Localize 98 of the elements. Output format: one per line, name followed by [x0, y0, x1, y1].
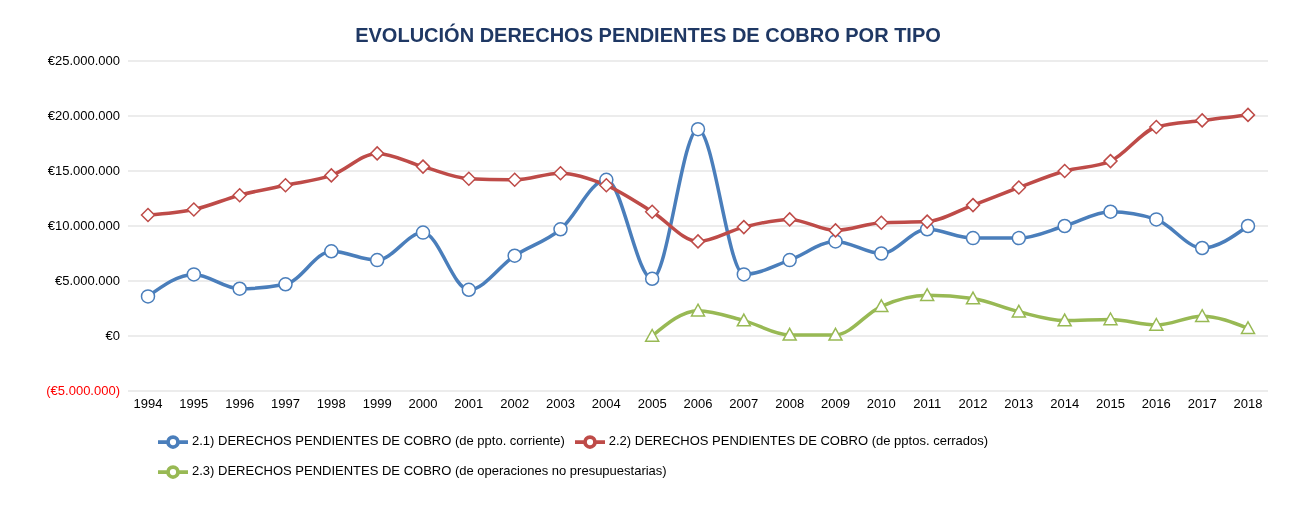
- x-tick-label: 2010: [866, 396, 896, 412]
- point: [919, 214, 935, 229]
- x-tick-label: 1998: [316, 396, 346, 412]
- point: [965, 197, 981, 213]
- point: [919, 288, 935, 302]
- y-tick-label: €15.000.000: [47, 163, 120, 178]
- y-tick-label: €5.000.000: [54, 273, 120, 288]
- x-tick-label: 2017: [1187, 396, 1217, 412]
- point: [828, 327, 843, 341]
- x-tick-label: 2011: [913, 396, 942, 412]
- point: [553, 165, 568, 181]
- x-tick-label: 2018: [1233, 396, 1263, 412]
- point: [874, 246, 889, 261]
- point: [278, 178, 293, 193]
- point: [1194, 113, 1210, 128]
- point: [782, 252, 797, 268]
- x-tick-label: 1997: [271, 396, 300, 412]
- point: [461, 282, 477, 298]
- point: [644, 204, 660, 219]
- point: [965, 230, 981, 246]
- y-tick-label: €0: [105, 328, 120, 343]
- point: [186, 202, 202, 217]
- point: [736, 219, 752, 235]
- point: [1103, 312, 1118, 326]
- x-tick-label: 2016: [1141, 396, 1171, 412]
- point: [828, 234, 843, 249]
- point: [553, 222, 568, 237]
- x-tick-label: 2005: [637, 396, 667, 412]
- x-tick-label: 2006: [683, 396, 713, 412]
- x-tick-label: 2012: [958, 396, 988, 412]
- point: [1057, 163, 1072, 179]
- point: [599, 178, 614, 193]
- x-tick-label: 2001: [454, 396, 484, 412]
- x-tick-label: 1994: [133, 396, 163, 412]
- point: [324, 168, 339, 183]
- point: [1194, 240, 1210, 256]
- point: [1057, 313, 1072, 327]
- x-tick-label: 2007: [729, 396, 759, 412]
- x-tick-label: 2004: [591, 396, 621, 412]
- point: [874, 299, 889, 313]
- point: [874, 215, 889, 230]
- point: [278, 277, 293, 292]
- x-tick-label: 2013: [1004, 396, 1034, 412]
- point: [1011, 304, 1027, 318]
- x-tick-label: 1995: [179, 396, 209, 412]
- point: [782, 327, 797, 341]
- point: [736, 313, 752, 327]
- point: [186, 267, 202, 282]
- point: [324, 244, 339, 259]
- point: [415, 159, 431, 174]
- legend-label: 2.2) DERECHOS PENDIENTES DE COBRO (de pptos. cerrados): [608, 433, 989, 449]
- point: [828, 223, 843, 238]
- x-tick-label: 2014: [1050, 396, 1080, 412]
- point: [1149, 317, 1164, 331]
- x-tick-label: 2008: [775, 396, 805, 412]
- point: [1011, 230, 1027, 246]
- point: [1194, 308, 1210, 323]
- point: [736, 267, 752, 282]
- point: [232, 281, 247, 296]
- x-tick-label: 2000: [408, 396, 438, 412]
- point: [140, 207, 156, 223]
- y-tick-label: €25.000.000: [47, 53, 120, 68]
- point: [507, 248, 522, 263]
- point: [415, 225, 431, 240]
- point: [369, 252, 385, 268]
- point: [1057, 218, 1072, 234]
- x-tick-label: 2002: [500, 396, 530, 412]
- point: [1011, 180, 1027, 195]
- point: [644, 271, 660, 287]
- chart-title: EVOLUCIÓN DERECHOS PENDIENTES DE COBRO POR TIPO: [354, 22, 942, 48]
- x-tick-label: 2003: [546, 396, 575, 412]
- point: [1240, 218, 1256, 234]
- point: [140, 289, 156, 304]
- point: [232, 187, 247, 203]
- y-tick-label: €10.000.000: [47, 218, 120, 233]
- x-tick-label: 2015: [1096, 396, 1125, 412]
- point: [1149, 212, 1164, 227]
- x-tick-label: 2009: [821, 396, 850, 412]
- point: [782, 212, 797, 227]
- point: [1103, 153, 1118, 169]
- point: [507, 172, 522, 188]
- legend-label: 2.1) DERECHOS PENDIENTES DE COBRO (de ppto. corriente): [192, 433, 565, 449]
- point: [1149, 119, 1164, 135]
- point: [965, 291, 981, 305]
- legend-label: 2.3) DERECHOS PENDIENTES DE COBRO (de operaciones no presupuestarias): [192, 463, 667, 479]
- point: [690, 121, 706, 137]
- x-tick-label: 1996: [225, 396, 255, 412]
- point: [690, 303, 706, 317]
- y-tick-label: €20.000.000: [47, 108, 120, 123]
- point: [690, 234, 706, 249]
- y-tick-label: (€5.000.000): [46, 383, 120, 398]
- point: [461, 171, 477, 186]
- point: [1103, 204, 1118, 219]
- point: [1240, 321, 1256, 335]
- point: [1240, 107, 1256, 123]
- point: [644, 328, 660, 342]
- x-tick-label: 1999: [362, 396, 392, 412]
- point: [369, 146, 385, 161]
